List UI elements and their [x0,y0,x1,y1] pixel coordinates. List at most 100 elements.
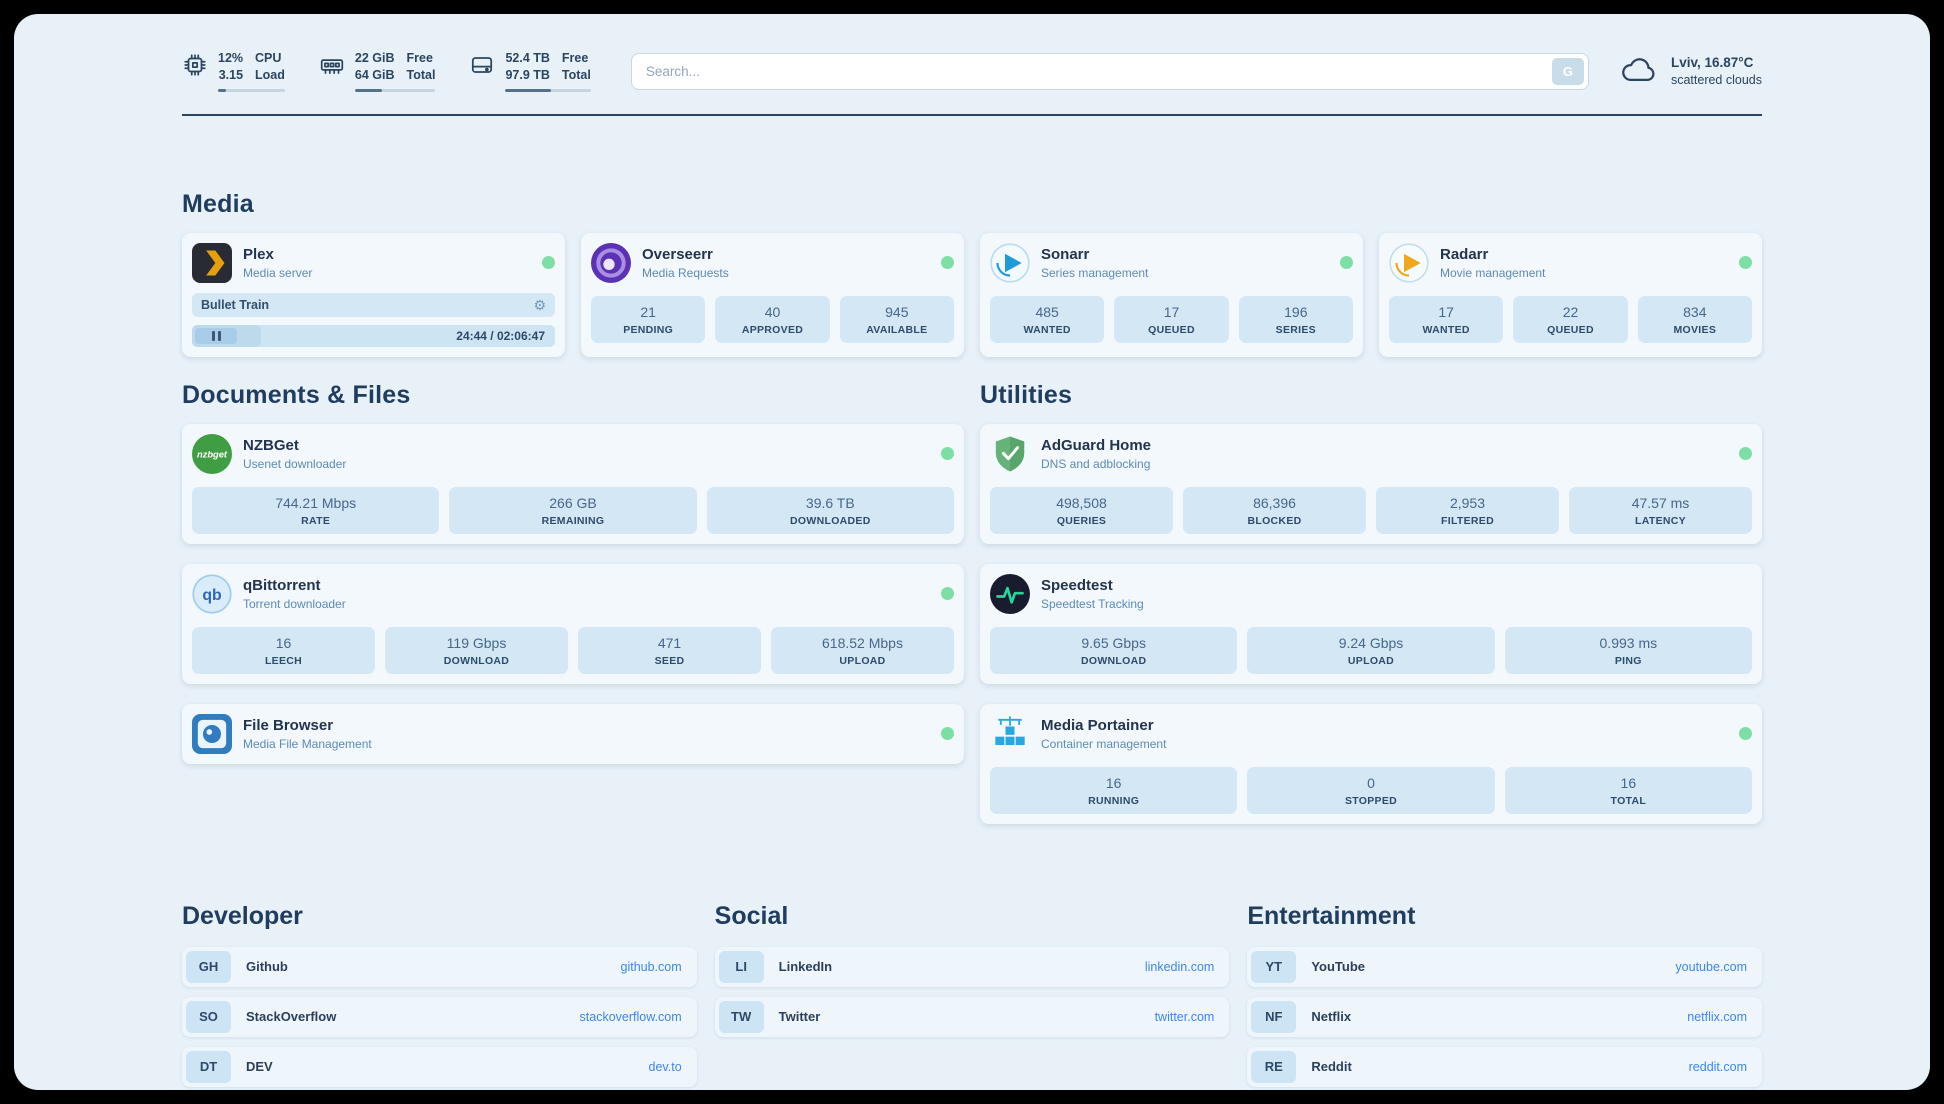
bookmark-domain: github.com [620,959,682,974]
weather-condition: scattered clouds [1670,73,1762,88]
service-card-filebrowser: File Browser Media File Management [182,703,964,764]
bookmark-abbr: SO [186,1000,231,1033]
stat-tile: 16 RUNNING [990,766,1238,814]
stat-value: 47.57 ms [1631,494,1690,511]
search-bar: G [630,52,1589,90]
stat-value: 39.6 TB [805,494,855,511]
nzbget-header[interactable]: nzbget NZBGet Usenet downloader [192,433,954,474]
bookmarks-section: Developer GH Github github.com SO StackO… [182,902,1762,1090]
stat-value: 945 [885,303,909,320]
stat-label: MOVIES [1673,323,1717,336]
memory-widget-rows: 22 GiB 64 GiB Free Total [355,50,436,84]
bookmark-twitter[interactable]: TW Twitter twitter.com [714,996,1230,1037]
stat-tile: 945 AVAILABLE [839,295,954,343]
portainer-header[interactable]: Media Portainer Container management [990,714,1752,754]
stat-value: 618.52 Mbps [822,634,903,651]
qbittorrent-meta: qBittorrent Torrent downloader [243,577,346,611]
stat-label: DOWNLOAD [443,654,510,667]
svg-text:qb: qb [202,587,222,604]
radarr-meta: Radarr Movie management [1440,246,1545,280]
plex-header[interactable]: Plex Media server [192,242,555,283]
gear-icon[interactable]: ⚙ [533,296,546,313]
search-input[interactable] [630,52,1589,90]
nzbget-meta: NZBGet Usenet downloader [243,437,346,471]
stat-label: QUERIES [1056,514,1107,527]
stat-tile: 22 QUEUED [1513,295,1628,343]
bookmark-name: Reddit [1311,1059,1352,1075]
stat-value: 16 [275,634,292,651]
stat-value: 0.993 ms [1599,634,1658,651]
bookmark-dev[interactable]: DT DEV dev.to [182,1046,697,1087]
stat-label: APPROVED [741,323,804,336]
stat-tile: 9.65 Gbps DOWNLOAD [990,626,1238,674]
service-card-overseerr: Overseerr Media Requests 21 PENDING 40 A… [581,232,964,357]
stat-label: AVAILABLE [866,323,928,336]
bookmark-name: DEV [246,1059,273,1075]
bookmark-netflix[interactable]: NF Netflix netflix.com [1247,996,1762,1037]
disk-widget-rows: 52.4 TB 97.9 TB Free Total [505,50,590,84]
bookmark-linkedin[interactable]: LI LinkedIn linkedin.com [714,946,1230,987]
radarr-icon [1389,242,1429,283]
bookmark-name: LinkedIn [778,959,833,975]
search-provider-button[interactable]: G [1551,57,1584,85]
stat-label: LEECH [264,654,303,667]
stat-label: SERIES [1275,323,1316,336]
stat-tile: 86,396 BLOCKED [1183,486,1366,534]
stat-value: 17 [1163,303,1180,320]
qbittorrent-icon: qb [192,573,232,614]
sonarr-header[interactable]: Sonarr Series management [990,242,1353,283]
adguard-header[interactable]: AdGuard Home DNS and adblocking [990,434,1752,474]
stat-tile: 40 APPROVED [715,295,830,343]
playback-progress-bar[interactable]: 24:44 / 02:06:47 [192,324,555,347]
qbittorrent-header[interactable]: qb qBittorrent Torrent downloader [192,573,954,614]
stat-value: 471 [657,634,682,651]
memory-values: 22 GiB 64 GiB [355,50,395,84]
service-card-nzbget: nzbget NZBGet Usenet downloader 744.21 M… [182,423,964,544]
now-playing-row: Bullet Train ⚙ [192,292,555,317]
memory-widget-body: 22 GiB 64 GiB Free Total [354,50,436,93]
bookmark-stackoverflow[interactable]: SO StackOverflow stackoverflow.com [182,996,697,1037]
section-title-documents: Documents & Files [182,380,411,409]
service-card-sonarr: Sonarr Series management 485 WANTED 17 Q… [980,232,1363,357]
portainer-meta: Media Portainer Container management [1041,717,1166,751]
stat-label: UPLOAD [1347,654,1395,667]
speedtest-header[interactable]: Speedtest Speedtest Tracking [990,573,1752,614]
bookmark-abbr: DT [186,1050,231,1083]
portainer-icon [990,714,1030,754]
bookmark-name: YouTube [1311,959,1366,975]
stat-label: STOPPED [1344,794,1398,807]
stat-value: 16 [1105,774,1122,791]
overseerr-header[interactable]: Overseerr Media Requests [591,242,954,283]
radarr-header[interactable]: Radarr Movie management [1389,242,1752,283]
stat-value: 0 [1367,774,1375,791]
stat-value: 16 [1620,774,1637,791]
middle-columns: Documents & Files nzbget NZBGet Usenet d… [182,381,1762,844]
cpu-widget-body: 12% 3.15 CPU Load [218,50,285,93]
playback-time: 24:44 / 02:06:47 [456,328,545,343]
stat-value: 9.65 Gbps [1081,634,1146,651]
memory-free-value: 22 GiB [354,51,395,65]
plex-meta: Plex Media server [243,246,312,280]
weather-widget: Lviv, 16.87°C scattered clouds [1619,54,1762,89]
bookmark-reddit[interactable]: RE Reddit reddit.com [1247,1046,1762,1087]
stat-row: 498,508 QUERIES 86,396 BLOCKED 2,953 FIL… [990,486,1752,534]
sonarr-icon [990,242,1030,283]
plex-icon [192,242,232,283]
pause-button[interactable] [195,327,237,344]
bookmark-name: Twitter [778,1009,821,1025]
nzbget-icon: nzbget [192,433,232,474]
bookmark-domain: reddit.com [1688,1059,1747,1074]
bookmark-github[interactable]: GH Github github.com [182,946,697,987]
memory-total-label: Total [406,67,436,82]
bookmark-youtube[interactable]: YT YouTube youtube.com [1247,946,1762,987]
stat-label: QUEUED [1547,323,1594,336]
stat-tile: 498,508 QUERIES [990,486,1173,534]
cpu-usage-value: 12% [218,51,244,65]
bookmark-domain: dev.to [648,1059,682,1074]
bookmark-abbr: TW [718,1000,764,1033]
filebrowser-header[interactable]: File Browser Media File Management [192,713,954,754]
filebrowser-icon [192,713,232,754]
service-title: qBittorrent [243,576,321,594]
bookmark-domain: twitter.com [1154,1009,1215,1024]
cpu-widget: 12% 3.15 CPU Load [182,50,285,93]
